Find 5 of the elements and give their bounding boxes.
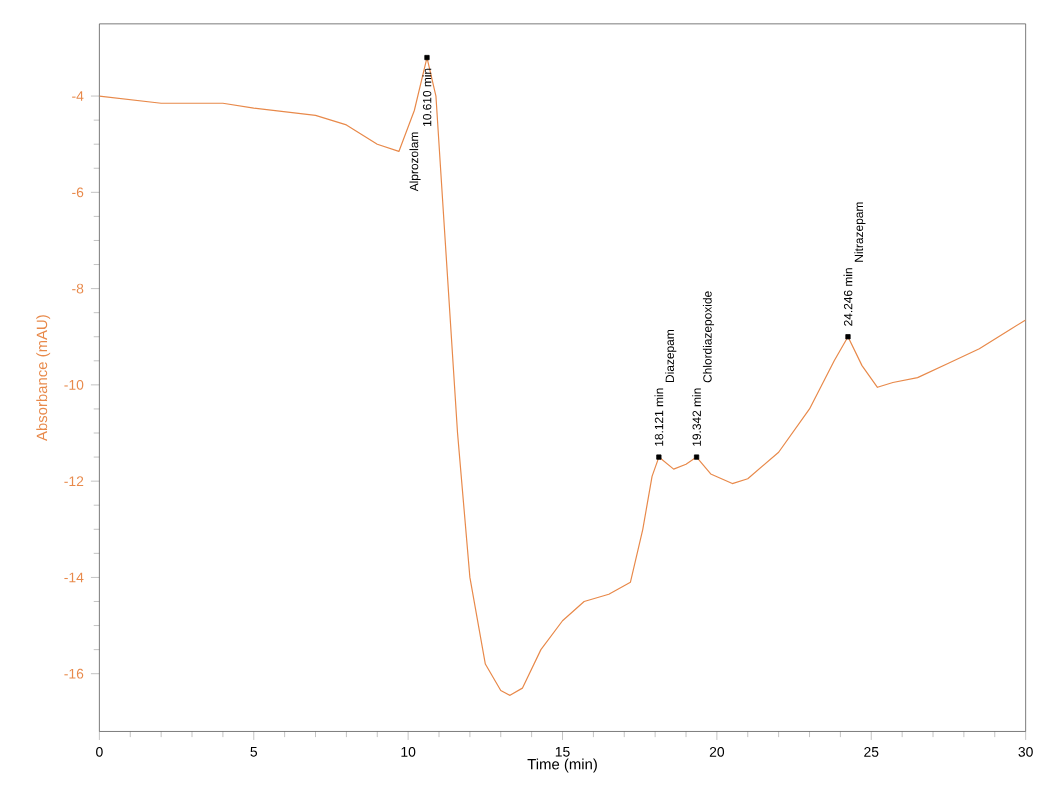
- line-series: [99, 57, 1026, 697]
- point: [424, 55, 430, 61]
- point: [656, 454, 662, 461]
- point: [845, 334, 851, 340]
- point: [693, 454, 700, 461]
